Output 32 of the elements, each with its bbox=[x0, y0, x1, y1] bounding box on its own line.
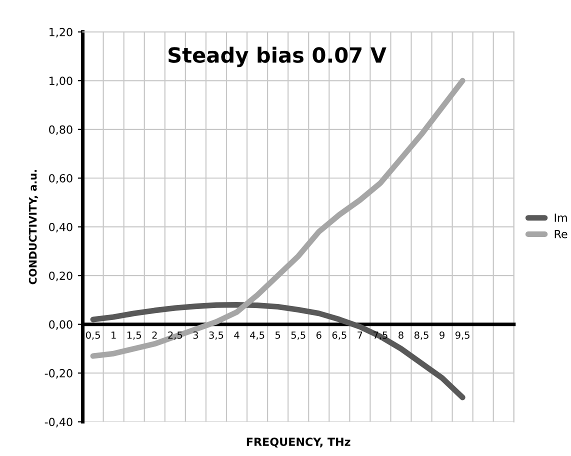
x-tick-label: 5,5 bbox=[291, 332, 306, 340]
x-tick-label: 4 bbox=[234, 332, 240, 339]
y-tick-label: 0,20 bbox=[49, 272, 72, 282]
y-tick-label: 0,80 bbox=[49, 125, 72, 135]
y-tick-label: 0,60 bbox=[49, 174, 72, 184]
x-tick-label: 4,5 bbox=[250, 332, 264, 340]
y-axis-title: CONDUCTIVITY, a.u. bbox=[28, 170, 38, 284]
text: Steady bias 0.07 V bbox=[168, 46, 386, 68]
x-tick-label: 6 bbox=[316, 331, 322, 339]
y-tick-label: -0,40 bbox=[44, 418, 72, 428]
legend-label: Im bbox=[554, 214, 567, 222]
y-tick-label: 1,20 bbox=[50, 28, 72, 38]
legend-label: Re bbox=[554, 230, 568, 238]
x-tick-label: 3,5 bbox=[209, 331, 224, 340]
x-tick-label: 6,5 bbox=[332, 331, 346, 340]
y-tick-label: 1,00 bbox=[50, 76, 72, 86]
x-tick-label: 7 bbox=[358, 332, 362, 339]
x-tick-label: 9,5 bbox=[455, 331, 470, 340]
y-tick-label: -0,20 bbox=[44, 369, 72, 379]
x-tick-label: 2 bbox=[152, 331, 157, 339]
x-tick-label: 0,5 bbox=[86, 331, 100, 340]
x-tick-label: 3 bbox=[193, 331, 198, 339]
x-tick-label: 9 bbox=[440, 331, 444, 339]
x-tick-label: 2,5 bbox=[168, 331, 182, 340]
x-tick-label: 8 bbox=[398, 331, 404, 339]
y-tick-label: 0,40 bbox=[49, 222, 72, 232]
x-tick-label: 8,5 bbox=[414, 331, 428, 340]
y-tick-label: 0,00 bbox=[49, 320, 72, 330]
x-axis-title: FREQUENCY, THz bbox=[246, 438, 350, 448]
x-tick-label: 1 bbox=[112, 332, 116, 339]
x-tick-label: 5 bbox=[275, 332, 280, 339]
x-tick-label: 1,5 bbox=[127, 332, 141, 340]
